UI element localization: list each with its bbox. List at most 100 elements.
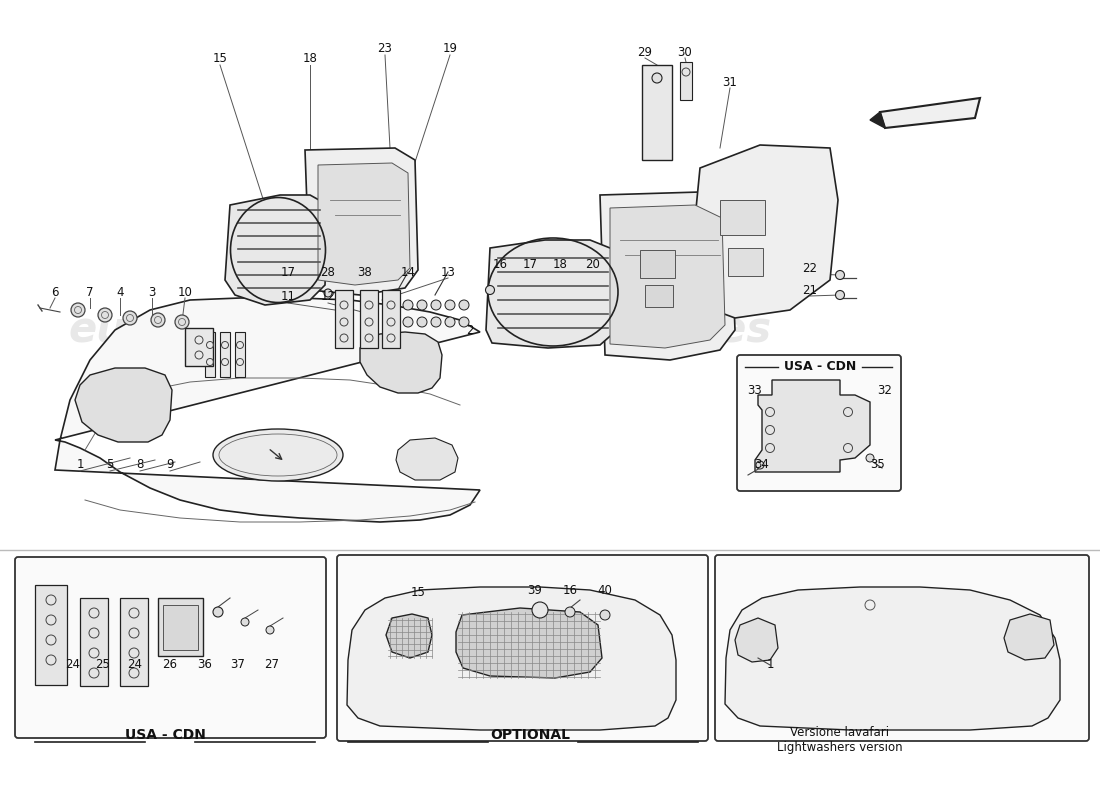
- Text: 15: 15: [410, 586, 426, 599]
- Text: 38: 38: [358, 266, 373, 278]
- Text: 35: 35: [870, 458, 886, 471]
- Bar: [235, 332, 245, 377]
- Polygon shape: [386, 614, 432, 658]
- Polygon shape: [1004, 614, 1054, 660]
- Circle shape: [756, 461, 764, 469]
- Polygon shape: [735, 618, 778, 662]
- Text: 27: 27: [264, 658, 279, 671]
- Text: USA - CDN: USA - CDN: [784, 361, 856, 374]
- Circle shape: [532, 602, 548, 618]
- Text: 36: 36: [198, 658, 212, 671]
- Text: 16: 16: [562, 583, 578, 597]
- Text: 19: 19: [442, 42, 458, 54]
- Text: 14: 14: [400, 266, 416, 278]
- Bar: [35, 585, 67, 685]
- Text: 13: 13: [441, 266, 455, 278]
- Bar: [120, 598, 148, 686]
- Text: 8: 8: [136, 458, 144, 471]
- Polygon shape: [318, 163, 410, 285]
- Text: 3: 3: [148, 286, 156, 298]
- FancyBboxPatch shape: [337, 555, 708, 741]
- Circle shape: [459, 317, 469, 327]
- Polygon shape: [346, 587, 676, 730]
- Text: 40: 40: [597, 583, 613, 597]
- Polygon shape: [360, 332, 442, 393]
- Text: 6: 6: [52, 286, 58, 298]
- Circle shape: [459, 300, 469, 310]
- Bar: [640, 250, 675, 278]
- Bar: [360, 290, 378, 348]
- Circle shape: [417, 300, 427, 310]
- Polygon shape: [456, 608, 602, 678]
- Text: 12: 12: [320, 290, 336, 303]
- Polygon shape: [55, 298, 480, 522]
- Circle shape: [123, 311, 138, 325]
- Text: 2: 2: [466, 323, 474, 337]
- Text: 26: 26: [163, 658, 177, 671]
- Circle shape: [72, 303, 85, 317]
- Text: 16: 16: [493, 258, 507, 271]
- Text: 18: 18: [552, 258, 568, 271]
- Circle shape: [836, 270, 845, 279]
- Text: 11: 11: [280, 290, 296, 303]
- Text: 24: 24: [66, 658, 80, 671]
- Circle shape: [652, 73, 662, 83]
- Polygon shape: [755, 380, 870, 472]
- Bar: [720, 200, 764, 235]
- Circle shape: [403, 300, 412, 310]
- Polygon shape: [725, 587, 1060, 730]
- Text: 17: 17: [522, 258, 538, 271]
- Circle shape: [98, 308, 112, 322]
- Text: OPTIONAL: OPTIONAL: [490, 728, 570, 742]
- Bar: [158, 598, 204, 656]
- Circle shape: [866, 454, 874, 462]
- Circle shape: [324, 289, 332, 297]
- Ellipse shape: [213, 429, 343, 481]
- Circle shape: [266, 626, 274, 634]
- Bar: [728, 248, 763, 276]
- Text: eurospares: eurospares: [68, 309, 331, 351]
- Text: 20: 20: [585, 258, 601, 271]
- Text: 18: 18: [302, 51, 318, 65]
- Circle shape: [431, 300, 441, 310]
- Text: 22: 22: [803, 262, 817, 274]
- Text: 30: 30: [678, 46, 692, 58]
- Text: 9: 9: [166, 458, 174, 471]
- Circle shape: [446, 300, 455, 310]
- Polygon shape: [692, 145, 838, 318]
- Circle shape: [417, 317, 427, 327]
- Bar: [382, 290, 400, 348]
- Circle shape: [565, 607, 575, 617]
- Polygon shape: [75, 368, 172, 442]
- Text: 21: 21: [803, 283, 817, 297]
- Bar: [163, 605, 198, 650]
- Text: 37: 37: [231, 658, 245, 671]
- Bar: [645, 285, 673, 307]
- Polygon shape: [305, 148, 418, 295]
- Text: 34: 34: [755, 458, 769, 471]
- Text: 4: 4: [117, 286, 123, 298]
- Circle shape: [446, 317, 455, 327]
- FancyBboxPatch shape: [15, 557, 326, 738]
- Circle shape: [241, 618, 249, 626]
- Text: 25: 25: [96, 658, 110, 671]
- Circle shape: [151, 313, 165, 327]
- Circle shape: [485, 286, 495, 294]
- Text: 15: 15: [212, 51, 228, 65]
- Polygon shape: [610, 205, 725, 348]
- Text: Versione lavafari
Lightwashers version: Versione lavafari Lightwashers version: [778, 726, 903, 754]
- Text: 24: 24: [128, 658, 143, 671]
- Circle shape: [403, 317, 412, 327]
- Text: 28: 28: [320, 266, 336, 278]
- Text: 33: 33: [748, 383, 762, 397]
- Text: 32: 32: [878, 383, 892, 397]
- Bar: [205, 332, 214, 377]
- Text: 31: 31: [723, 75, 737, 89]
- Bar: [642, 65, 672, 160]
- Text: eurospares: eurospares: [508, 309, 771, 351]
- Text: 29: 29: [638, 46, 652, 58]
- Circle shape: [175, 315, 189, 329]
- Bar: [80, 598, 108, 686]
- Circle shape: [600, 610, 610, 620]
- Polygon shape: [870, 112, 886, 128]
